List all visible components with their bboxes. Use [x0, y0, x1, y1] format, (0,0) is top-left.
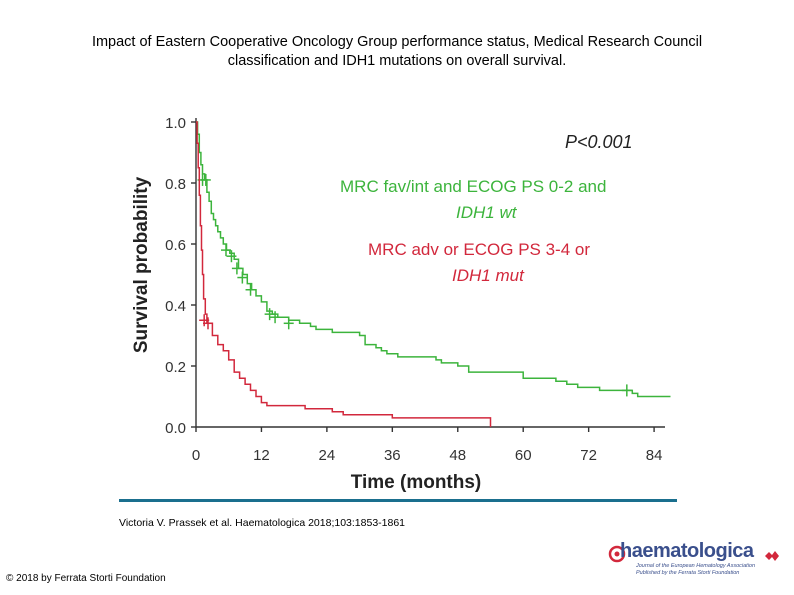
legend-green-line-2: IDH1 wt: [456, 203, 518, 222]
legend-green-line-1: MRC fav/int and ECOG PS 0-2 and: [340, 177, 606, 196]
y-axis-label: Survival probability: [131, 176, 152, 353]
x-tick-label: 60: [515, 447, 532, 464]
x-tick-label: 24: [319, 447, 336, 464]
logo-subtitle-line-2: Published by the Ferrata Storti Foundati…: [636, 570, 740, 576]
copyright: © 2018 by Ferrata Storti Foundation: [6, 573, 166, 584]
x-axis-label: Time (months): [351, 472, 482, 493]
slide-title-line-2: classification and IDH1 mutations on ove…: [227, 53, 567, 69]
legend-red-line-1: MRC adv or ECOG PS 3-4 or: [368, 240, 590, 259]
x-tick-label: 0: [192, 447, 200, 464]
x-tick-label: 12: [253, 447, 270, 464]
y-tick-label: 0.4: [165, 298, 186, 315]
footer-divider: [119, 499, 677, 502]
slide-title-line-1: Impact of Eastern Cooperative Oncology G…: [91, 34, 703, 50]
p-value-annotation: P<0.001: [565, 132, 633, 152]
x-tick-label: 48: [449, 447, 466, 464]
citation: Victoria V. Prassek et al. Haematologica…: [119, 517, 406, 529]
series-line-red: [196, 121, 492, 427]
y-tick-label: 0.8: [165, 176, 186, 193]
y-tick-label: 0.6: [165, 237, 186, 254]
haematologica-logo: haematologica Journal of the European He…: [606, 540, 786, 580]
x-tick-label: 36: [384, 447, 401, 464]
chart-series: [196, 121, 671, 427]
legend-red-line-2: IDH1 mut: [452, 266, 525, 285]
x-tick-label: 72: [580, 447, 597, 464]
logo-subtitle-line-1: Journal of the European Hematology Assoc…: [636, 563, 756, 569]
y-tick-label: 0.0: [165, 420, 186, 437]
logo-subtitle: Journal of the European Hematology Assoc…: [636, 563, 776, 577]
slide-title: Impact of Eastern Cooperative Oncology G…: [20, 33, 774, 71]
x-tick-label: 84: [646, 447, 663, 464]
y-tick-label: 0.2: [165, 359, 186, 376]
series-line-green: [196, 121, 671, 398]
survival-chart: 0.0 0.2 0.4 0.6 0.8 1.0 0 12 24 36 48 60 72 84 Surviv…: [131, 115, 671, 493]
chart-axes: 0.0 0.2 0.4 0.6 0.8 1.0 0 12 24 36 48 60 72 84: [165, 115, 665, 464]
logo-mark-icon: [608, 545, 626, 563]
logo-wordmark: haematologica: [620, 540, 754, 562]
y-tick-label: 1.0: [165, 115, 186, 132]
association-emblem-icon: [765, 551, 779, 561]
